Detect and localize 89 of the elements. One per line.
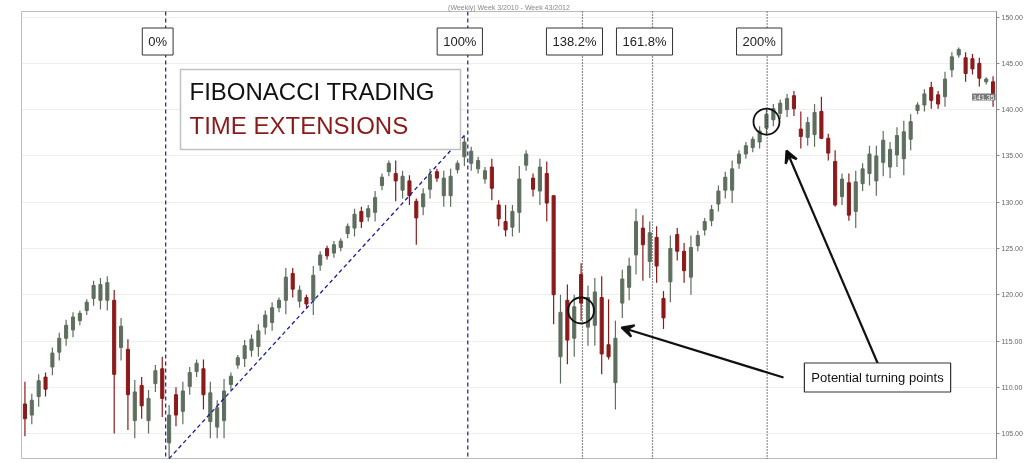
- candlestick: [29, 393, 34, 425]
- candlestick: [785, 93, 790, 118]
- candlestick: [798, 110, 803, 150]
- candlestick: [469, 146, 474, 172]
- candlestick: [826, 133, 831, 162]
- candlestick: [730, 159, 735, 204]
- candlestick: [716, 184, 721, 213]
- candlestick: [421, 187, 426, 216]
- candlestick: [448, 168, 453, 208]
- annotation: 100%: [443, 34, 477, 49]
- candlestick: [36, 373, 41, 408]
- candlestick: [860, 162, 865, 192]
- candlestick: [57, 332, 62, 362]
- candlestick: [970, 53, 975, 76]
- candlestick: [530, 172, 536, 198]
- candlestick: [503, 204, 508, 238]
- candlestick: [180, 381, 185, 425]
- candlestick: [606, 298, 611, 361]
- candlestick: [496, 199, 501, 227]
- candlestick: [723, 171, 728, 200]
- candlestick: [661, 290, 666, 330]
- candlestick: [908, 113, 913, 151]
- candlestick: [695, 230, 700, 252]
- annotation: FIBONACCI TRADING: [189, 78, 435, 105]
- candlestick: [64, 319, 69, 347]
- candlestick: [407, 174, 412, 206]
- candlestick: [894, 126, 899, 168]
- candlestick: [736, 149, 742, 170]
- candlestick: [393, 159, 398, 202]
- candlestick: [105, 275, 110, 312]
- candlestick: [867, 145, 872, 187]
- annotation: 138.2%: [552, 34, 597, 49]
- candlestick: [297, 284, 302, 309]
- candlestick: [524, 149, 529, 172]
- candlestick: [709, 204, 714, 227]
- annotation: 200%: [742, 34, 777, 49]
- candlestick: [187, 366, 192, 396]
- candlestick: [922, 88, 927, 113]
- annotation: 0%: [148, 34, 168, 49]
- candlestick: [70, 311, 76, 338]
- candlestick: [146, 389, 151, 435]
- candlestick: [400, 170, 405, 200]
- candlestick: [929, 81, 934, 110]
- candlestick: [283, 267, 288, 315]
- candlestick: [791, 90, 796, 117]
- candlestick: [352, 208, 357, 238]
- candlestick: [270, 301, 275, 332]
- candlestick: [50, 346, 55, 376]
- candlestick: [359, 206, 364, 229]
- candlestick: [290, 267, 295, 299]
- candlestick: [139, 376, 144, 420]
- candlestick: [627, 257, 632, 301]
- candlestick: [462, 134, 467, 167]
- candlestick: [942, 71, 948, 108]
- candlestick: [949, 51, 954, 78]
- candlestick: [812, 103, 817, 148]
- candlestick: [256, 323, 261, 358]
- candlestick: [881, 130, 886, 177]
- candlestick: [173, 386, 179, 427]
- candlestick: [640, 214, 645, 282]
- candlestick: [249, 333, 254, 358]
- candlestick: [839, 172, 845, 206]
- candlestick: [98, 277, 103, 311]
- candlestick: [22, 381, 27, 437]
- candlestick: [318, 250, 323, 272]
- candlestick: [963, 51, 968, 83]
- annotation: 161.8%: [622, 34, 667, 49]
- candlestick: [263, 309, 268, 336]
- candlestick: [373, 190, 378, 223]
- candlestick: [675, 227, 680, 262]
- candlestick: [215, 399, 220, 439]
- candlestick: [153, 364, 158, 393]
- candlestick: [441, 170, 446, 208]
- candlestick: [489, 158, 494, 201]
- candlestick: [778, 98, 783, 120]
- candlestick: [43, 371, 48, 398]
- annotation: Potential turning points: [811, 370, 945, 385]
- candlestick: [805, 116, 810, 147]
- candlestick: [764, 108, 769, 137]
- candlestick: [682, 242, 687, 284]
- candlestick: [427, 168, 433, 200]
- candlestick: [888, 141, 893, 179]
- candlestick: [414, 197, 419, 246]
- annotation: TIME EXTENSIONS: [189, 112, 409, 139]
- candlestick: [242, 339, 247, 368]
- candlestick: [977, 57, 982, 88]
- candlestick: [91, 280, 96, 307]
- candlestick: [510, 204, 515, 238]
- candlestick: [119, 317, 124, 362]
